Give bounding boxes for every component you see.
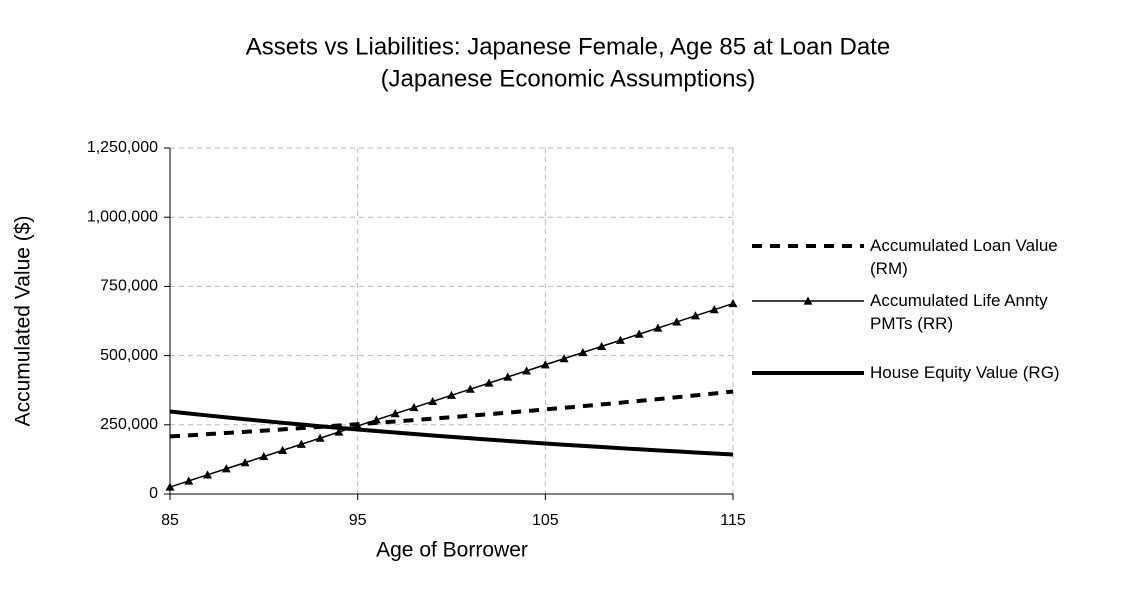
x-tick-label: 95	[349, 512, 367, 529]
point-marker	[428, 396, 438, 406]
point-marker	[240, 458, 250, 467]
point-marker	[184, 476, 194, 485]
point-marker	[221, 464, 231, 473]
x-axis-label: Age of Borrower	[376, 539, 528, 562]
point-marker	[447, 390, 456, 399]
y-tick-label: 500,000	[100, 347, 158, 364]
y-tick-label: 250,000	[100, 416, 158, 433]
chart-title: Assets vs Liabilities: Japanese Female, …	[246, 33, 890, 60]
point-marker	[278, 445, 288, 454]
legend-item: Accumulated Loan Value (RM)	[752, 234, 1082, 280]
x-tick-label: 115	[720, 512, 746, 529]
legend-swatch	[752, 371, 864, 375]
legend-label: Accumulated Loan Value (RM)	[870, 236, 1058, 278]
series-line	[169, 409, 734, 457]
point-marker	[653, 323, 663, 332]
legend-swatch	[752, 296, 864, 305]
legend-item: House Equity Value (RG)	[752, 361, 1082, 384]
legend-item: Accumulated Life Annty PMTs (RR)	[752, 289, 1082, 335]
point-marker	[371, 415, 381, 424]
point-marker	[465, 384, 475, 393]
point-marker	[578, 347, 588, 357]
point-marker	[334, 427, 344, 436]
x-tick-label: 85	[161, 512, 179, 529]
chart-title: (Japanese Economic Assumptions)	[381, 65, 756, 92]
point-marker	[203, 470, 213, 479]
point-marker	[634, 329, 644, 338]
y-tick-label: 0	[149, 485, 158, 502]
point-marker	[615, 335, 625, 344]
x-tick-label: 105	[532, 512, 559, 529]
point-marker	[597, 341, 607, 350]
legend-label: Accumulated Life Annty PMTs (RR)	[870, 291, 1048, 333]
point-marker	[540, 360, 550, 369]
point-marker	[296, 439, 306, 448]
point-marker	[484, 378, 494, 387]
point-marker	[165, 482, 175, 491]
point-marker	[390, 409, 400, 418]
y-tick-label: 1,250,000	[87, 139, 158, 156]
y-tick-label: 750,000	[100, 278, 158, 295]
point-marker	[259, 451, 269, 461]
point-marker	[409, 403, 419, 412]
legend-swatch	[752, 244, 864, 248]
point-marker	[690, 311, 700, 320]
series-line	[169, 389, 734, 439]
point-marker	[728, 299, 738, 308]
legend-marker	[803, 296, 813, 305]
point-marker	[559, 354, 569, 363]
point-marker	[672, 317, 682, 326]
y-axis-label: Accumulated Value ($)	[12, 216, 35, 427]
point-marker	[709, 305, 719, 314]
point-marker	[503, 372, 513, 381]
y-tick-label: 1,000,000	[87, 208, 158, 225]
legend-label: House Equity Value (RG)	[870, 363, 1060, 382]
point-marker	[315, 433, 325, 442]
point-marker	[522, 366, 532, 375]
